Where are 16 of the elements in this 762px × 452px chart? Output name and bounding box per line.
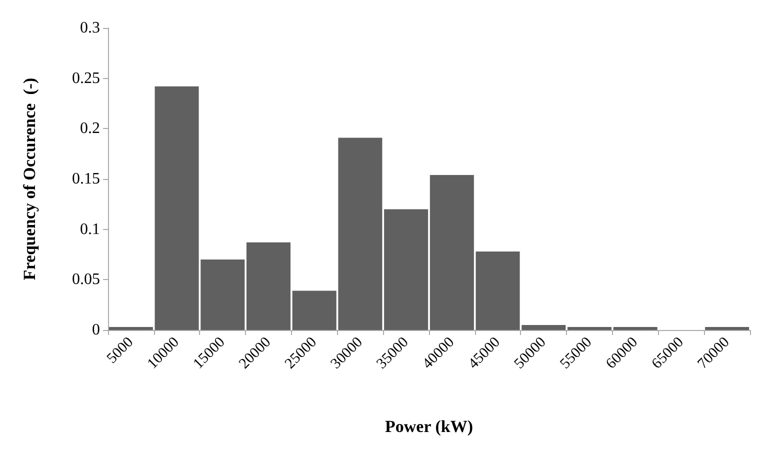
y-tick-label: 0.25 — [72, 70, 100, 87]
y-tick-label: 0 — [92, 322, 100, 338]
y-axis-title: Frequency of Occurence (-) — [20, 78, 39, 280]
y-tick-label: 0.05 — [72, 271, 100, 288]
bar — [108, 326, 153, 330]
bar — [384, 209, 428, 330]
bar — [613, 326, 658, 330]
x-axis-title: Power (kW) — [385, 417, 473, 436]
bar — [567, 326, 612, 330]
y-tick-label: 0.1 — [80, 220, 100, 238]
y-tick-label: 0.15 — [72, 170, 100, 188]
bar — [705, 326, 750, 330]
bar — [430, 174, 474, 330]
bar — [246, 242, 291, 330]
y-tick-label: 0.3 — [80, 20, 100, 36]
y-tick-label: 0.2 — [80, 120, 100, 138]
